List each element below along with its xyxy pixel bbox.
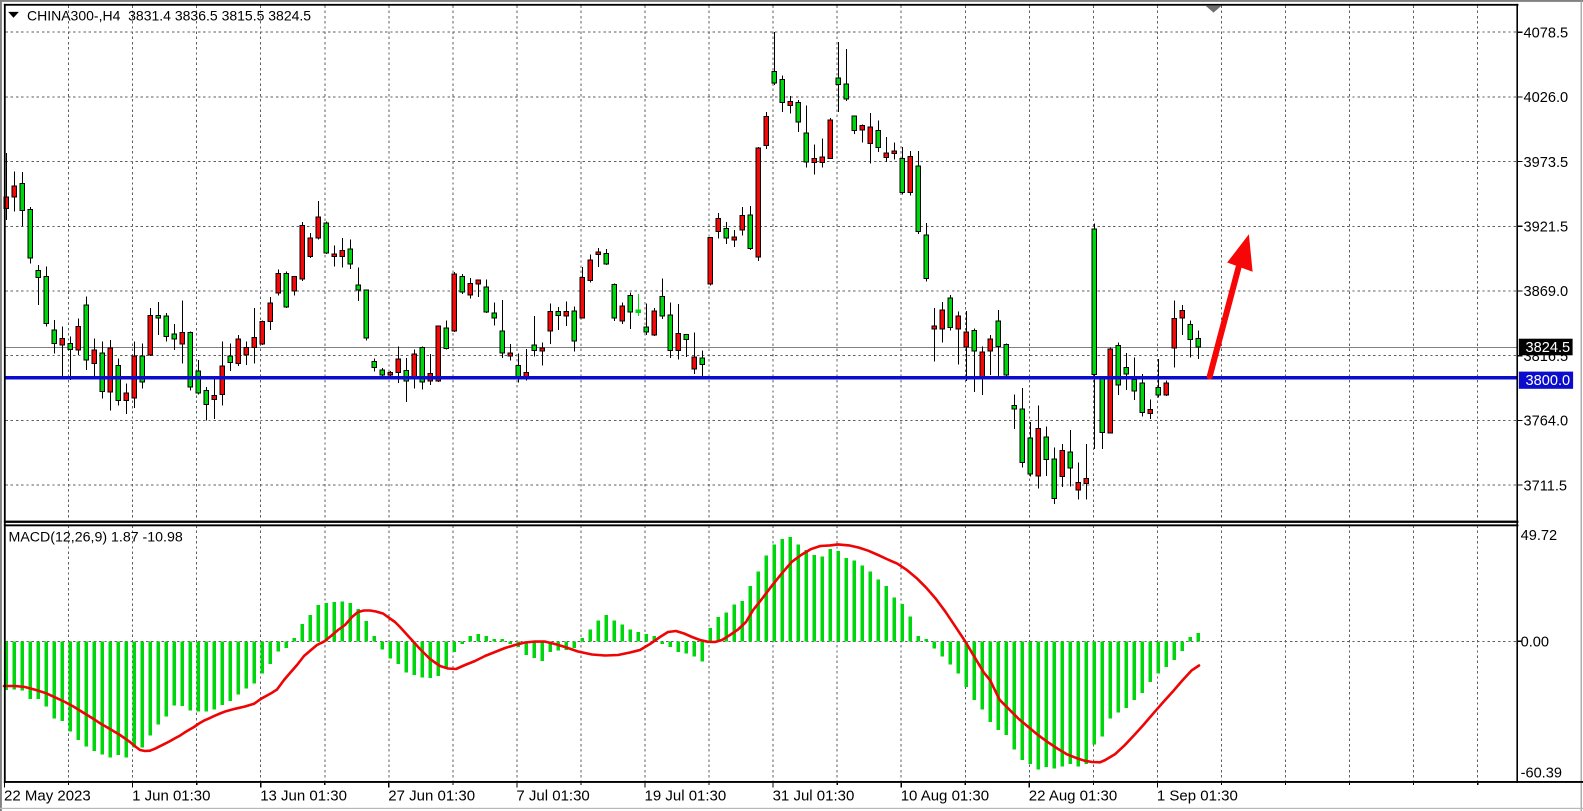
svg-text:3824.5: 3824.5 (1526, 340, 1571, 356)
svg-text:MACD(12,26,9) 1.87 -10.98: MACD(12,26,9) 1.87 -10.98 (9, 530, 183, 546)
svg-text:19 Jul 01:30: 19 Jul 01:30 (645, 787, 727, 804)
svg-text:1 Jun 01:30: 1 Jun 01:30 (132, 787, 210, 804)
svg-text:7 Jul 01:30: 7 Jul 01:30 (516, 787, 589, 804)
svg-text:3711.5: 3711.5 (1524, 478, 1568, 494)
svg-text:13 Jun 01:30: 13 Jun 01:30 (260, 787, 347, 804)
svg-text:0.00: 0.00 (1521, 635, 1549, 651)
svg-text:CHINA300-,H4 3831.4 3836.5 38: CHINA300-,H4 3831.4 3836.5 3815.5 3824.5 (27, 8, 311, 24)
svg-text:27 Jun 01:30: 27 Jun 01:30 (388, 787, 475, 804)
svg-text:4078.5: 4078.5 (1524, 25, 1569, 41)
svg-text:31 Jul 01:30: 31 Jul 01:30 (773, 787, 855, 804)
svg-text:3800.0: 3800.0 (1526, 373, 1571, 389)
svg-text:3869.0: 3869.0 (1524, 284, 1569, 300)
svg-text:-60.39: -60.39 (1521, 765, 1562, 781)
svg-text:4026.0: 4026.0 (1524, 90, 1569, 106)
svg-text:10 Aug 01:30: 10 Aug 01:30 (901, 787, 989, 804)
svg-text:22 Aug 01:30: 22 Aug 01:30 (1029, 787, 1117, 804)
svg-text:1 Sep 01:30: 1 Sep 01:30 (1157, 787, 1238, 804)
svg-text:49.72: 49.72 (1521, 528, 1558, 544)
svg-text:3764.0: 3764.0 (1524, 414, 1569, 430)
svg-text:3973.5: 3973.5 (1524, 155, 1569, 171)
svg-text:3921.5: 3921.5 (1524, 220, 1569, 236)
svg-text:22 May 2023: 22 May 2023 (4, 787, 91, 804)
